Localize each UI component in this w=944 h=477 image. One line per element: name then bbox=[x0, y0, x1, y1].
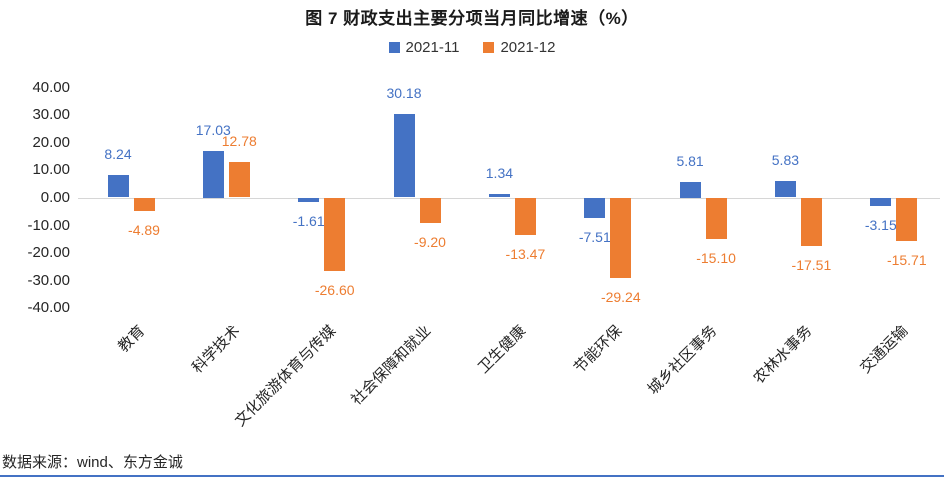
bar-2021-11 bbox=[774, 181, 796, 198]
y-axis-tick-label: 10.00 bbox=[32, 161, 70, 179]
x-axis-category-label: 交通运输 bbox=[856, 322, 912, 377]
x-axis-category-label: 节能环保 bbox=[570, 322, 626, 377]
footer-rule bbox=[0, 475, 944, 477]
bar-value-label: -26.60 bbox=[314, 281, 355, 298]
bar-value-label: 30.18 bbox=[386, 85, 422, 102]
legend-swatch-icon bbox=[483, 42, 495, 53]
bar-2021-12 bbox=[514, 197, 536, 235]
bar-value-label: -1.61 bbox=[292, 212, 325, 229]
x-axis-category-label: 文化旅游体育与传媒 bbox=[231, 322, 340, 430]
y-axis-tick-label: 40.00 bbox=[32, 78, 70, 96]
y-axis-tick-label: -20.00 bbox=[27, 244, 70, 262]
bar-2021-12 bbox=[705, 197, 727, 240]
bar-value-label: -17.51 bbox=[791, 256, 832, 273]
y-axis-tick-label: -30.00 bbox=[27, 271, 70, 289]
legend-label: 2021-12 bbox=[500, 39, 556, 56]
bar-2021-12 bbox=[133, 197, 155, 211]
bar-value-label: -13.47 bbox=[505, 245, 546, 262]
bar-value-label: 17.03 bbox=[195, 121, 231, 138]
legend-item-2021-12: 2021-12 bbox=[483, 39, 556, 56]
y-axis-tick-label: -40.00 bbox=[27, 299, 70, 317]
bar-value-label: 1.34 bbox=[485, 164, 514, 181]
bar-2021-11 bbox=[107, 174, 129, 198]
bar-value-label: -15.71 bbox=[886, 251, 927, 268]
bar-2021-12 bbox=[610, 197, 632, 279]
bar-value-label: -3.15 bbox=[864, 217, 897, 234]
bar-2021-12 bbox=[800, 197, 822, 246]
bar-2021-11 bbox=[488, 193, 510, 198]
bar-value-label: 5.81 bbox=[676, 152, 704, 169]
bar-2021-11 bbox=[202, 150, 224, 198]
chart-legend: 2021-11 2021-12 bbox=[0, 39, 944, 56]
legend-label: 2021-11 bbox=[405, 39, 460, 56]
bar-value-label: -15.10 bbox=[696, 250, 736, 267]
bar-value-label: 12.78 bbox=[221, 133, 257, 150]
bar-value-label: -9.20 bbox=[414, 233, 446, 250]
data-source-note: 数据来源：wind、东方金诚 bbox=[2, 454, 183, 471]
legend-item-2021-11: 2021-11 bbox=[388, 39, 460, 56]
x-axis-category-label: 科学技术 bbox=[189, 322, 244, 377]
bar-2021-11 bbox=[870, 197, 892, 207]
y-axis-tick-label: 0.00 bbox=[40, 189, 70, 206]
bar-value-label: -29.24 bbox=[600, 289, 641, 306]
x-axis-zero-line bbox=[78, 198, 940, 199]
bar-2021-12 bbox=[896, 197, 918, 241]
x-axis-category-label: 教育 bbox=[115, 322, 149, 356]
x-axis-category-label: 农林水事务 bbox=[750, 322, 816, 388]
y-axis-tick-label: 20.00 bbox=[32, 133, 70, 151]
bar-value-label: 8.24 bbox=[104, 145, 132, 162]
bar-2021-12 bbox=[324, 197, 346, 271]
x-axis-category-label: 城乡社区事务 bbox=[644, 322, 721, 398]
bar-value-label: 5.83 bbox=[771, 152, 800, 169]
bar-value-label: -4.89 bbox=[128, 222, 160, 238]
chart-title: 图 7 财政支出主要分项当月同比增速（%） bbox=[305, 9, 639, 28]
legend-swatch-icon bbox=[388, 42, 400, 53]
bar-2021-12 bbox=[228, 162, 250, 198]
bar-2021-11 bbox=[298, 197, 320, 202]
x-axis-category-label: 卫生健康 bbox=[475, 322, 530, 377]
x-axis-category-label: 社会保障和就业 bbox=[348, 322, 435, 409]
bar-value-label: -7.51 bbox=[578, 229, 611, 246]
y-axis-tick-label: 30.00 bbox=[32, 106, 70, 124]
bar-2021-11 bbox=[679, 181, 701, 198]
y-axis-tick-label: -10.00 bbox=[27, 216, 70, 234]
bar-2021-12 bbox=[419, 197, 441, 223]
bar-2021-11 bbox=[393, 114, 415, 198]
bar-2021-11 bbox=[584, 197, 606, 219]
